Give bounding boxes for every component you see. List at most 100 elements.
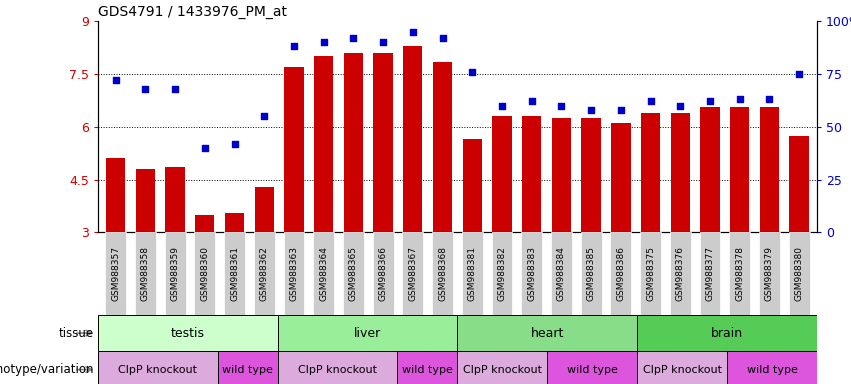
- Point: [643, 98, 657, 104]
- Bar: [165, 232, 186, 315]
- Bar: [462, 232, 483, 315]
- Text: ClpP knockout: ClpP knockout: [463, 364, 542, 375]
- Bar: [254, 187, 274, 232]
- Bar: [314, 56, 334, 232]
- Point: [109, 77, 123, 83]
- Point: [258, 113, 271, 119]
- Bar: [759, 232, 780, 315]
- Point: [792, 71, 806, 77]
- Bar: [458, 351, 547, 384]
- Text: tissue: tissue: [59, 327, 94, 339]
- Bar: [224, 232, 245, 315]
- Point: [287, 43, 300, 50]
- Bar: [790, 136, 808, 232]
- Bar: [195, 215, 214, 232]
- Text: GSM988376: GSM988376: [676, 246, 685, 301]
- Bar: [225, 213, 244, 232]
- Bar: [760, 108, 779, 232]
- Text: GSM988381: GSM988381: [468, 246, 477, 301]
- Bar: [433, 61, 452, 232]
- Bar: [432, 232, 453, 315]
- Text: GSM988365: GSM988365: [349, 246, 358, 301]
- Bar: [218, 351, 277, 384]
- Point: [317, 39, 330, 45]
- Bar: [547, 351, 637, 384]
- Bar: [730, 108, 750, 232]
- Bar: [611, 123, 631, 232]
- Bar: [135, 232, 156, 315]
- Text: GSM988366: GSM988366: [379, 246, 387, 301]
- Text: brain: brain: [711, 327, 743, 339]
- Bar: [580, 232, 602, 315]
- Point: [228, 141, 242, 147]
- Bar: [463, 139, 482, 232]
- Text: GSM988368: GSM988368: [438, 246, 447, 301]
- Bar: [729, 232, 750, 315]
- Bar: [283, 232, 305, 315]
- Point: [555, 103, 568, 109]
- Text: GSM988360: GSM988360: [200, 246, 209, 301]
- Point: [673, 103, 687, 109]
- Bar: [106, 232, 126, 315]
- Bar: [551, 118, 571, 232]
- Bar: [522, 116, 541, 232]
- Bar: [284, 67, 304, 232]
- Bar: [641, 113, 660, 232]
- Bar: [277, 351, 397, 384]
- Bar: [313, 232, 334, 315]
- Point: [139, 86, 152, 92]
- Text: GSM988385: GSM988385: [586, 246, 596, 301]
- Text: wild type: wild type: [402, 364, 453, 375]
- Bar: [194, 232, 215, 315]
- Bar: [700, 232, 721, 315]
- Point: [525, 98, 539, 104]
- Bar: [522, 232, 542, 315]
- Bar: [637, 351, 727, 384]
- Text: GSM988359: GSM988359: [170, 246, 180, 301]
- Text: testis: testis: [171, 327, 205, 339]
- Bar: [458, 315, 637, 351]
- Bar: [551, 232, 572, 315]
- Bar: [373, 232, 393, 315]
- Text: GSM988377: GSM988377: [705, 246, 715, 301]
- Bar: [640, 232, 661, 315]
- Point: [436, 35, 449, 41]
- Text: GSM988384: GSM988384: [557, 246, 566, 301]
- Bar: [670, 232, 691, 315]
- Bar: [637, 315, 817, 351]
- Point: [376, 39, 390, 45]
- Text: GSM988379: GSM988379: [765, 246, 774, 301]
- Point: [733, 96, 746, 103]
- Bar: [343, 232, 364, 315]
- Text: ClpP knockout: ClpP knockout: [118, 364, 197, 375]
- Text: GSM988358: GSM988358: [141, 246, 150, 301]
- Bar: [98, 351, 218, 384]
- Bar: [344, 53, 363, 232]
- Bar: [700, 108, 720, 232]
- Bar: [727, 351, 817, 384]
- Point: [168, 86, 182, 92]
- Text: GSM988382: GSM988382: [498, 246, 506, 301]
- Text: GSM988361: GSM988361: [230, 246, 239, 301]
- Bar: [671, 113, 690, 232]
- Bar: [403, 46, 422, 232]
- Text: GSM988378: GSM988378: [735, 246, 745, 301]
- Bar: [403, 232, 423, 315]
- Bar: [397, 351, 458, 384]
- Bar: [106, 159, 125, 232]
- Bar: [254, 232, 275, 315]
- Text: GSM988375: GSM988375: [646, 246, 655, 301]
- Point: [762, 96, 776, 103]
- Text: GSM988363: GSM988363: [289, 246, 299, 301]
- Point: [614, 107, 628, 113]
- Text: GSM988364: GSM988364: [319, 246, 328, 301]
- Bar: [492, 232, 512, 315]
- Text: GSM988362: GSM988362: [260, 246, 269, 301]
- Point: [465, 69, 479, 75]
- Point: [406, 28, 420, 35]
- Text: genotype/variation: genotype/variation: [0, 363, 94, 376]
- Bar: [493, 116, 511, 232]
- Point: [495, 103, 509, 109]
- Text: GDS4791 / 1433976_PM_at: GDS4791 / 1433976_PM_at: [98, 5, 287, 19]
- Text: ClpP knockout: ClpP knockout: [643, 364, 722, 375]
